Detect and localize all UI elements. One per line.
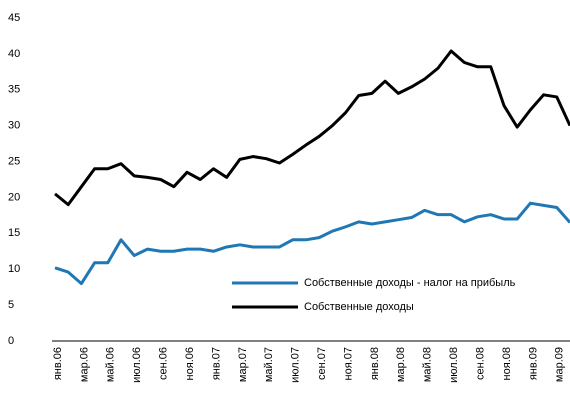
y-tick-label: 10: [8, 263, 20, 275]
x-tick-label: май.07: [263, 347, 275, 382]
x-tick-label: ноя.06: [184, 347, 196, 380]
x-tick-label: сен.08: [474, 347, 486, 380]
x-tick-label: ноя.07: [342, 347, 354, 380]
y-tick-label: 0: [8, 335, 14, 347]
x-tick-label: июл.08: [448, 347, 460, 383]
x-tick-label: янв.09: [527, 347, 539, 380]
x-tick-label: янв.06: [52, 347, 64, 380]
x-tick-label: мар.08: [395, 347, 407, 382]
y-tick-label: 35: [8, 84, 20, 96]
y-tick-label: 25: [8, 155, 20, 167]
x-tick-label: июл.07: [290, 347, 302, 383]
x-tick-label: сен.06: [158, 347, 170, 380]
line-series: [54, 49, 570, 207]
x-tick-label: ноя.08: [501, 347, 513, 380]
x-tick-label: янв.07: [210, 347, 222, 380]
x-tick-label: мар.07: [237, 347, 249, 382]
y-tick-label: 45: [8, 12, 20, 24]
x-tick-label: июл.06: [131, 347, 143, 383]
legend-label: Собственные доходы - налог на прибыль: [304, 277, 516, 289]
y-tick-label: 5: [8, 299, 14, 311]
x-tick-label: май.06: [105, 347, 117, 382]
y-tick-label: 20: [8, 191, 20, 203]
x-tick-label: мар.09: [554, 347, 566, 382]
x-tick-label: мар.06: [78, 347, 90, 382]
x-tick-label: янв.08: [369, 347, 381, 380]
y-tick-label: 30: [8, 120, 20, 132]
x-tick-label: май.08: [422, 347, 434, 382]
line-series: [54, 201, 570, 286]
y-tick-label: 40: [8, 48, 20, 60]
x-tick-label: сен.07: [316, 347, 328, 380]
legend-label: Собственные доходы: [304, 301, 414, 313]
y-tick-label: 15: [8, 227, 20, 239]
